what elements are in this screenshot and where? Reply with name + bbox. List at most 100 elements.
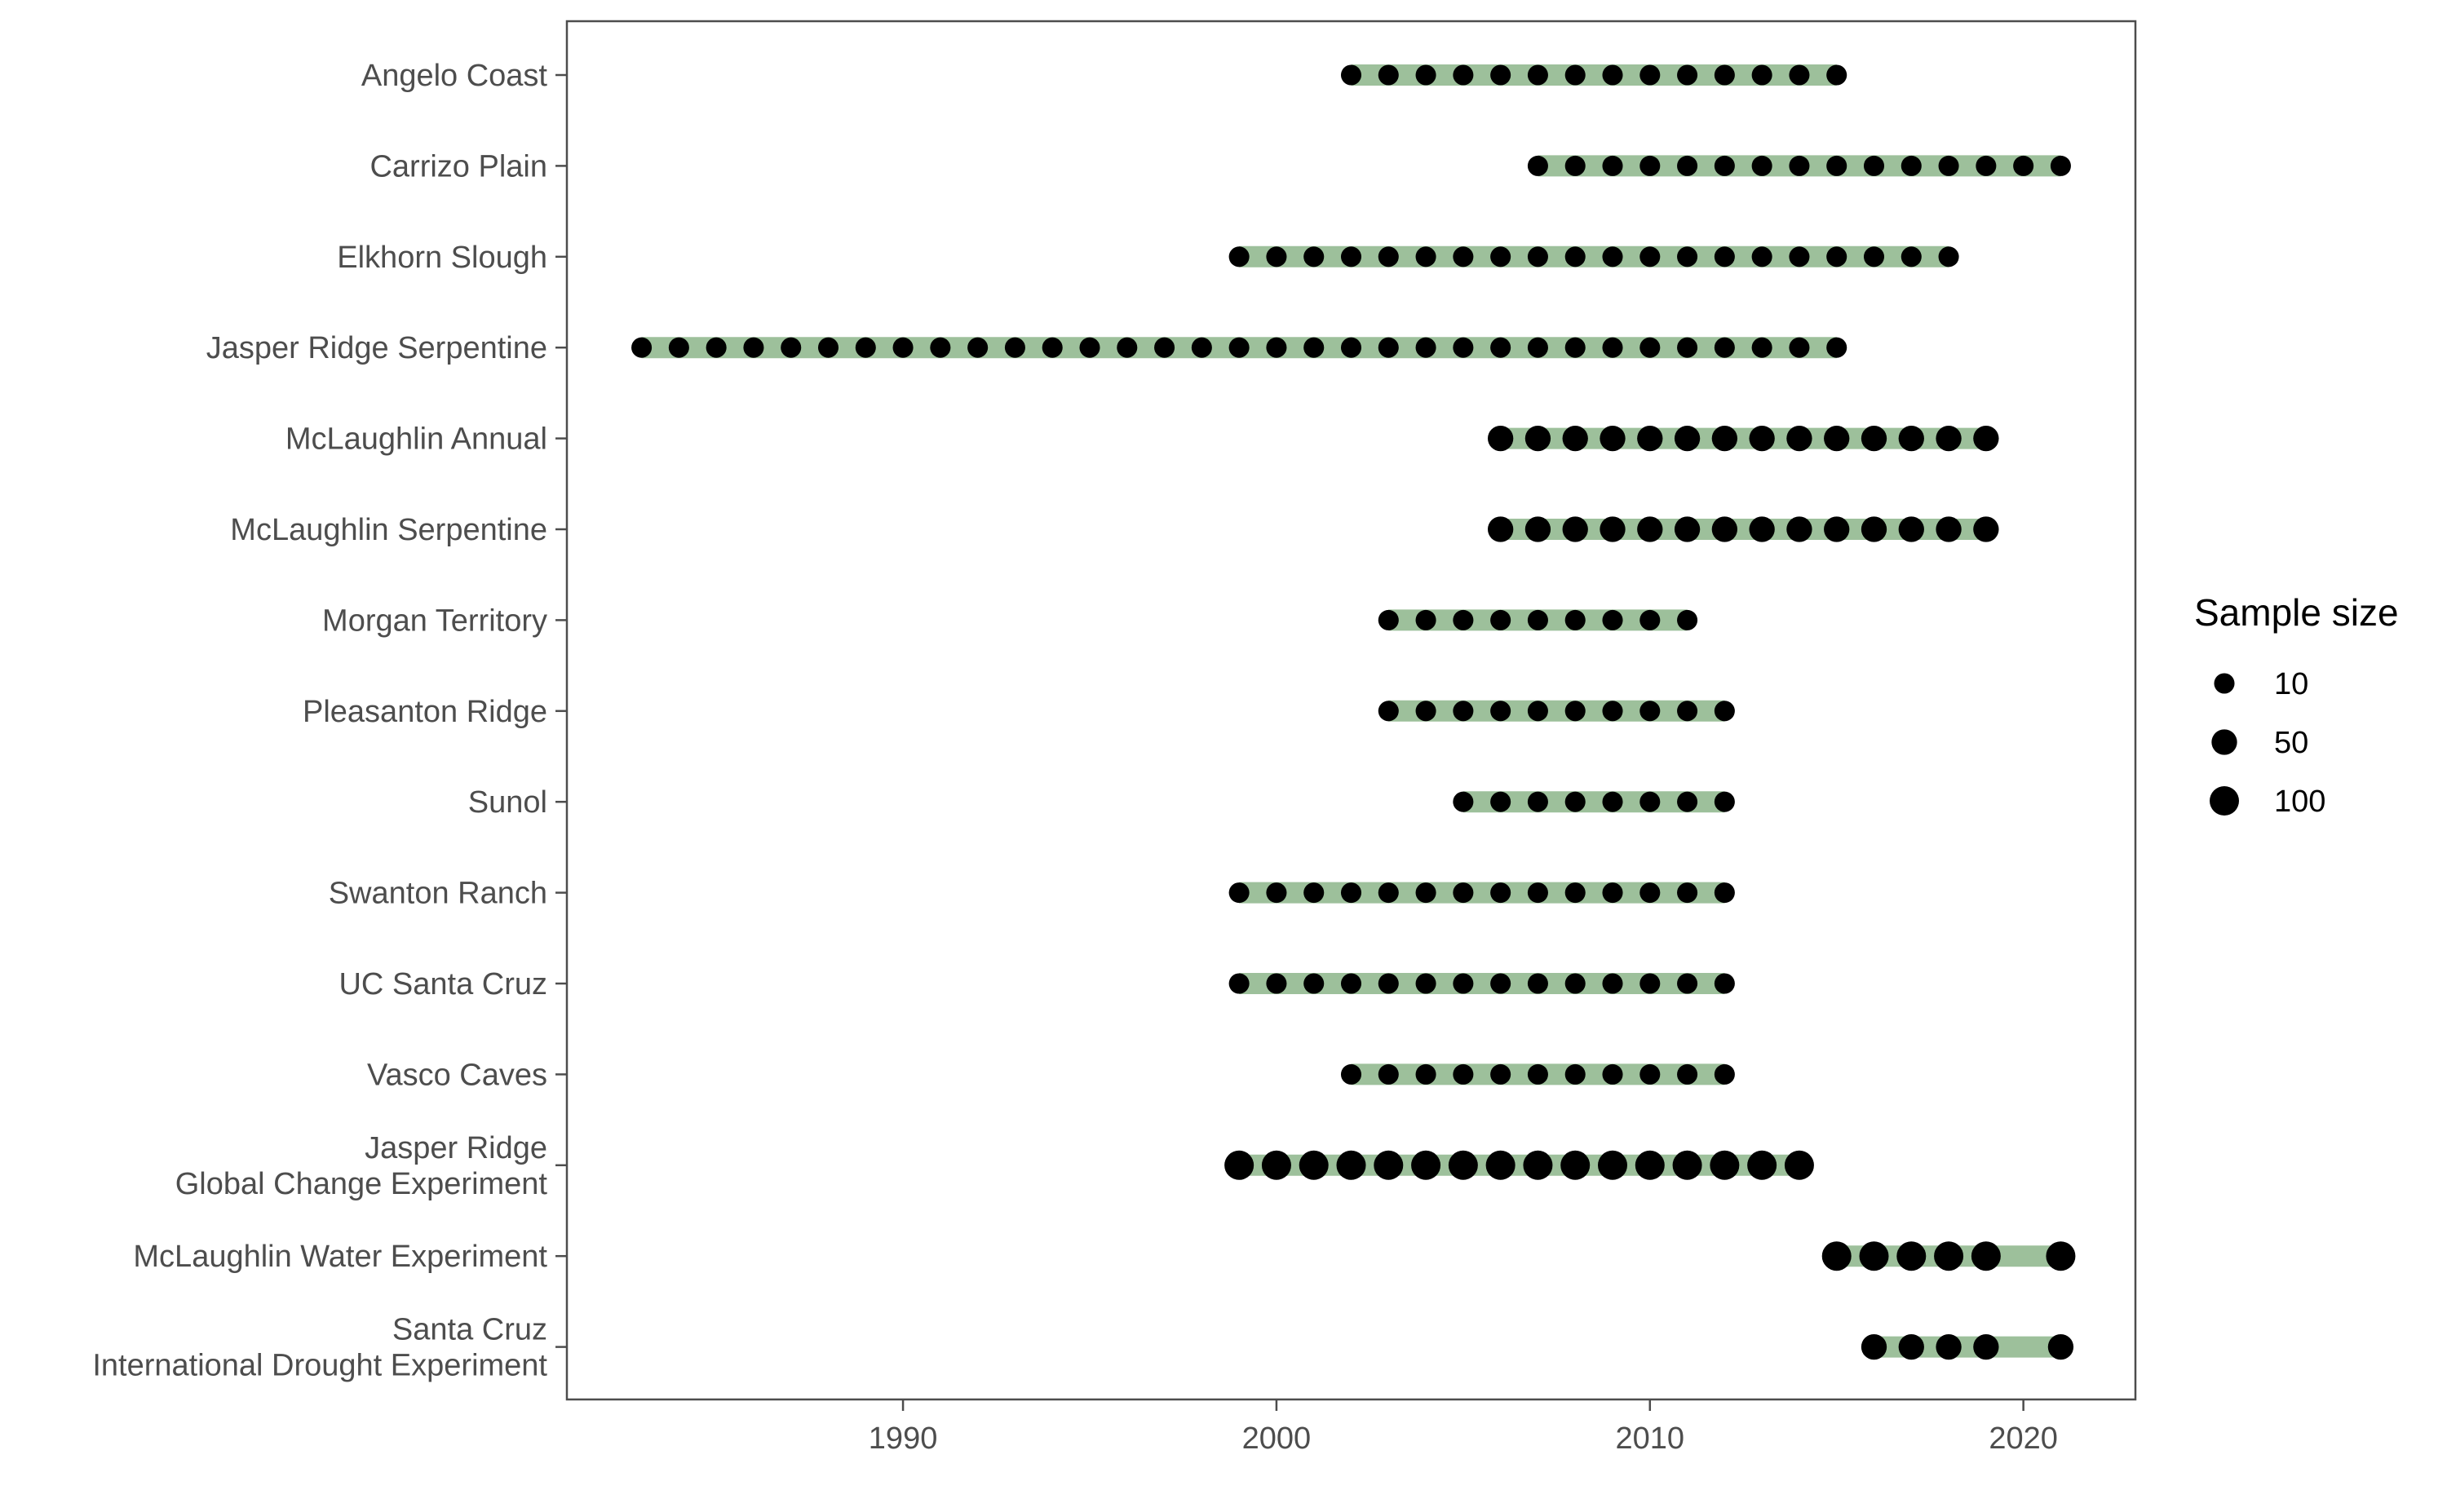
data-point — [1711, 516, 1738, 542]
data-point — [1374, 1150, 1404, 1180]
data-point — [1714, 701, 1735, 722]
data-point — [1487, 425, 1514, 452]
data-point — [1976, 155, 1997, 176]
data-point — [1453, 337, 1474, 358]
data-point — [1524, 425, 1551, 452]
data-point — [1863, 246, 1885, 267]
y-tick-label: Elkhorn Slough — [337, 241, 547, 275]
data-point — [2013, 155, 2034, 176]
x-tick-label: 2010 — [1616, 1421, 1685, 1456]
data-point — [2050, 155, 2071, 176]
data-point — [1749, 425, 1775, 452]
data-point — [1191, 337, 1212, 358]
data-point — [1677, 155, 1698, 176]
data-point — [1340, 973, 1362, 994]
data-point — [1527, 64, 1548, 86]
data-point — [2046, 1241, 2076, 1271]
data-point — [1861, 1333, 1887, 1360]
data-point — [1973, 1333, 1999, 1360]
data-point — [1490, 1063, 1511, 1085]
y-tick-label: Morgan Territory — [322, 603, 547, 638]
y-tick-label: Santa Cruz — [392, 1313, 547, 1347]
data-point — [1789, 64, 1810, 86]
data-point — [1042, 337, 1063, 358]
data-point — [1378, 973, 1399, 994]
data-point — [1527, 609, 1548, 630]
data-point — [1934, 1241, 1964, 1271]
data-point — [1637, 516, 1663, 542]
data-point — [1677, 64, 1698, 86]
data-point — [817, 337, 839, 358]
data-point — [1639, 791, 1661, 812]
data-point — [1378, 337, 1399, 358]
data-point — [1784, 1150, 1814, 1180]
data-point — [1527, 337, 1548, 358]
data-point — [930, 337, 951, 358]
data-point — [1677, 246, 1698, 267]
data-point — [1938, 155, 1959, 176]
data-point — [1898, 425, 1924, 452]
data-point — [1228, 246, 1250, 267]
data-point — [1639, 973, 1661, 994]
data-point — [1677, 973, 1698, 994]
data-point — [1490, 246, 1511, 267]
data-point — [1602, 337, 1623, 358]
data-point — [1261, 1150, 1291, 1180]
data-point — [1340, 64, 1362, 86]
data-point — [1448, 1150, 1478, 1180]
data-point — [1378, 1063, 1399, 1085]
data-point — [1973, 516, 1999, 542]
y-tick-label: Pleasanton Ridge — [303, 695, 547, 729]
y-tick-label: McLaughlin Water Experiment — [133, 1240, 547, 1274]
data-point — [1674, 516, 1701, 542]
legend-label: 100 — [2274, 785, 2325, 819]
data-point — [1973, 425, 1999, 452]
data-point — [1527, 882, 1548, 904]
data-point — [1789, 155, 1810, 176]
data-point — [1751, 337, 1772, 358]
data-point — [706, 337, 727, 358]
data-point — [1639, 1063, 1661, 1085]
data-point — [1527, 973, 1548, 994]
data-point — [1898, 516, 1924, 542]
data-point — [1453, 1063, 1474, 1085]
data-point — [1602, 701, 1623, 722]
data-point — [1564, 791, 1586, 812]
data-point — [1598, 1150, 1627, 1180]
data-point — [1677, 337, 1698, 358]
data-point — [1524, 516, 1551, 542]
data-point — [1490, 791, 1511, 812]
y-tick-label: International Drought Experiment — [92, 1349, 547, 1383]
legend-key-circle — [2211, 729, 2237, 755]
data-point — [1602, 791, 1623, 812]
data-point — [1786, 516, 1812, 542]
data-point — [1415, 701, 1436, 722]
data-point — [1901, 246, 1922, 267]
data-point — [1415, 337, 1436, 358]
data-point — [1453, 882, 1474, 904]
data-point — [1340, 882, 1362, 904]
data-point — [1786, 425, 1812, 452]
data-point — [1378, 882, 1399, 904]
y-tick-label: Swanton Ranch — [329, 877, 547, 911]
data-point — [1564, 609, 1586, 630]
data-point — [1228, 882, 1250, 904]
data-point — [1639, 882, 1661, 904]
data-point — [1340, 246, 1362, 267]
data-point — [1079, 337, 1100, 358]
y-tick-label: Jasper Ridge — [365, 1131, 547, 1165]
data-point — [1487, 516, 1514, 542]
data-point — [1826, 155, 1847, 176]
data-point — [1639, 609, 1661, 630]
y-axis: Angelo Coast Carrizo Plain Elkhorn Slough J… — [92, 59, 567, 1383]
data-point — [1266, 882, 1287, 904]
data-point — [1266, 246, 1287, 267]
data-point — [1639, 701, 1661, 722]
data-point — [1453, 64, 1474, 86]
data-point — [1635, 1150, 1665, 1180]
data-point — [1714, 791, 1735, 812]
data-point — [1378, 64, 1399, 86]
data-point — [855, 337, 876, 358]
y-tick-label: Global Change Experiment — [175, 1167, 548, 1201]
data-point — [1527, 701, 1548, 722]
